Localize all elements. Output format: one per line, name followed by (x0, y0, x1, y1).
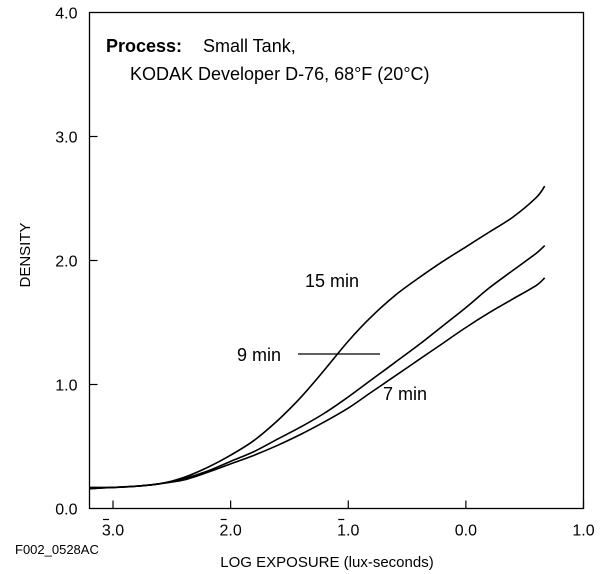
y-tick-label: 1.0 (55, 378, 77, 395)
x-axis-label: LOG EXPOSURE (lux-seconds) (220, 554, 433, 571)
plot-area-frame (88, 11, 585, 510)
series-labels: 15 min 9 min 7 min (237, 271, 427, 404)
x-tick-label: 3.0 (102, 523, 124, 540)
x-axis-ticks: 3.0 2.0 1.0 0.0 1.0 (102, 500, 595, 540)
x-tick-label: 1.0 (572, 523, 594, 540)
series-label-15-min: 15 min (305, 271, 359, 291)
series-label-7-min: 7 min (383, 384, 427, 404)
y-tick-label: 2.0 (55, 254, 77, 271)
series-label-9-min: 9 min (237, 345, 281, 365)
y-tick-label: 0.0 (55, 502, 77, 519)
process-line-2: KODAK Developer D-76, 68°F (20°C) (130, 64, 430, 84)
x-tick-label: 1.0 (337, 523, 359, 540)
figure-id: F002_0528AC (15, 542, 99, 557)
y-axis-label: DENSITY (17, 222, 34, 287)
process-label: Process: (106, 36, 182, 56)
series-line-7-min (89, 277, 546, 490)
x-tick-label: 2.0 (220, 523, 242, 540)
y-tick-label: 4.0 (55, 6, 77, 23)
series-line-15-min (89, 185, 546, 489)
x-tick-label: 0.0 (455, 523, 477, 540)
y-axis-ticks: 0.0 1.0 2.0 3.0 4.0 (55, 6, 98, 519)
y-tick-label: 3.0 (55, 130, 77, 147)
series-lines (89, 185, 546, 490)
process-line-1: Small Tank, (203, 36, 296, 56)
